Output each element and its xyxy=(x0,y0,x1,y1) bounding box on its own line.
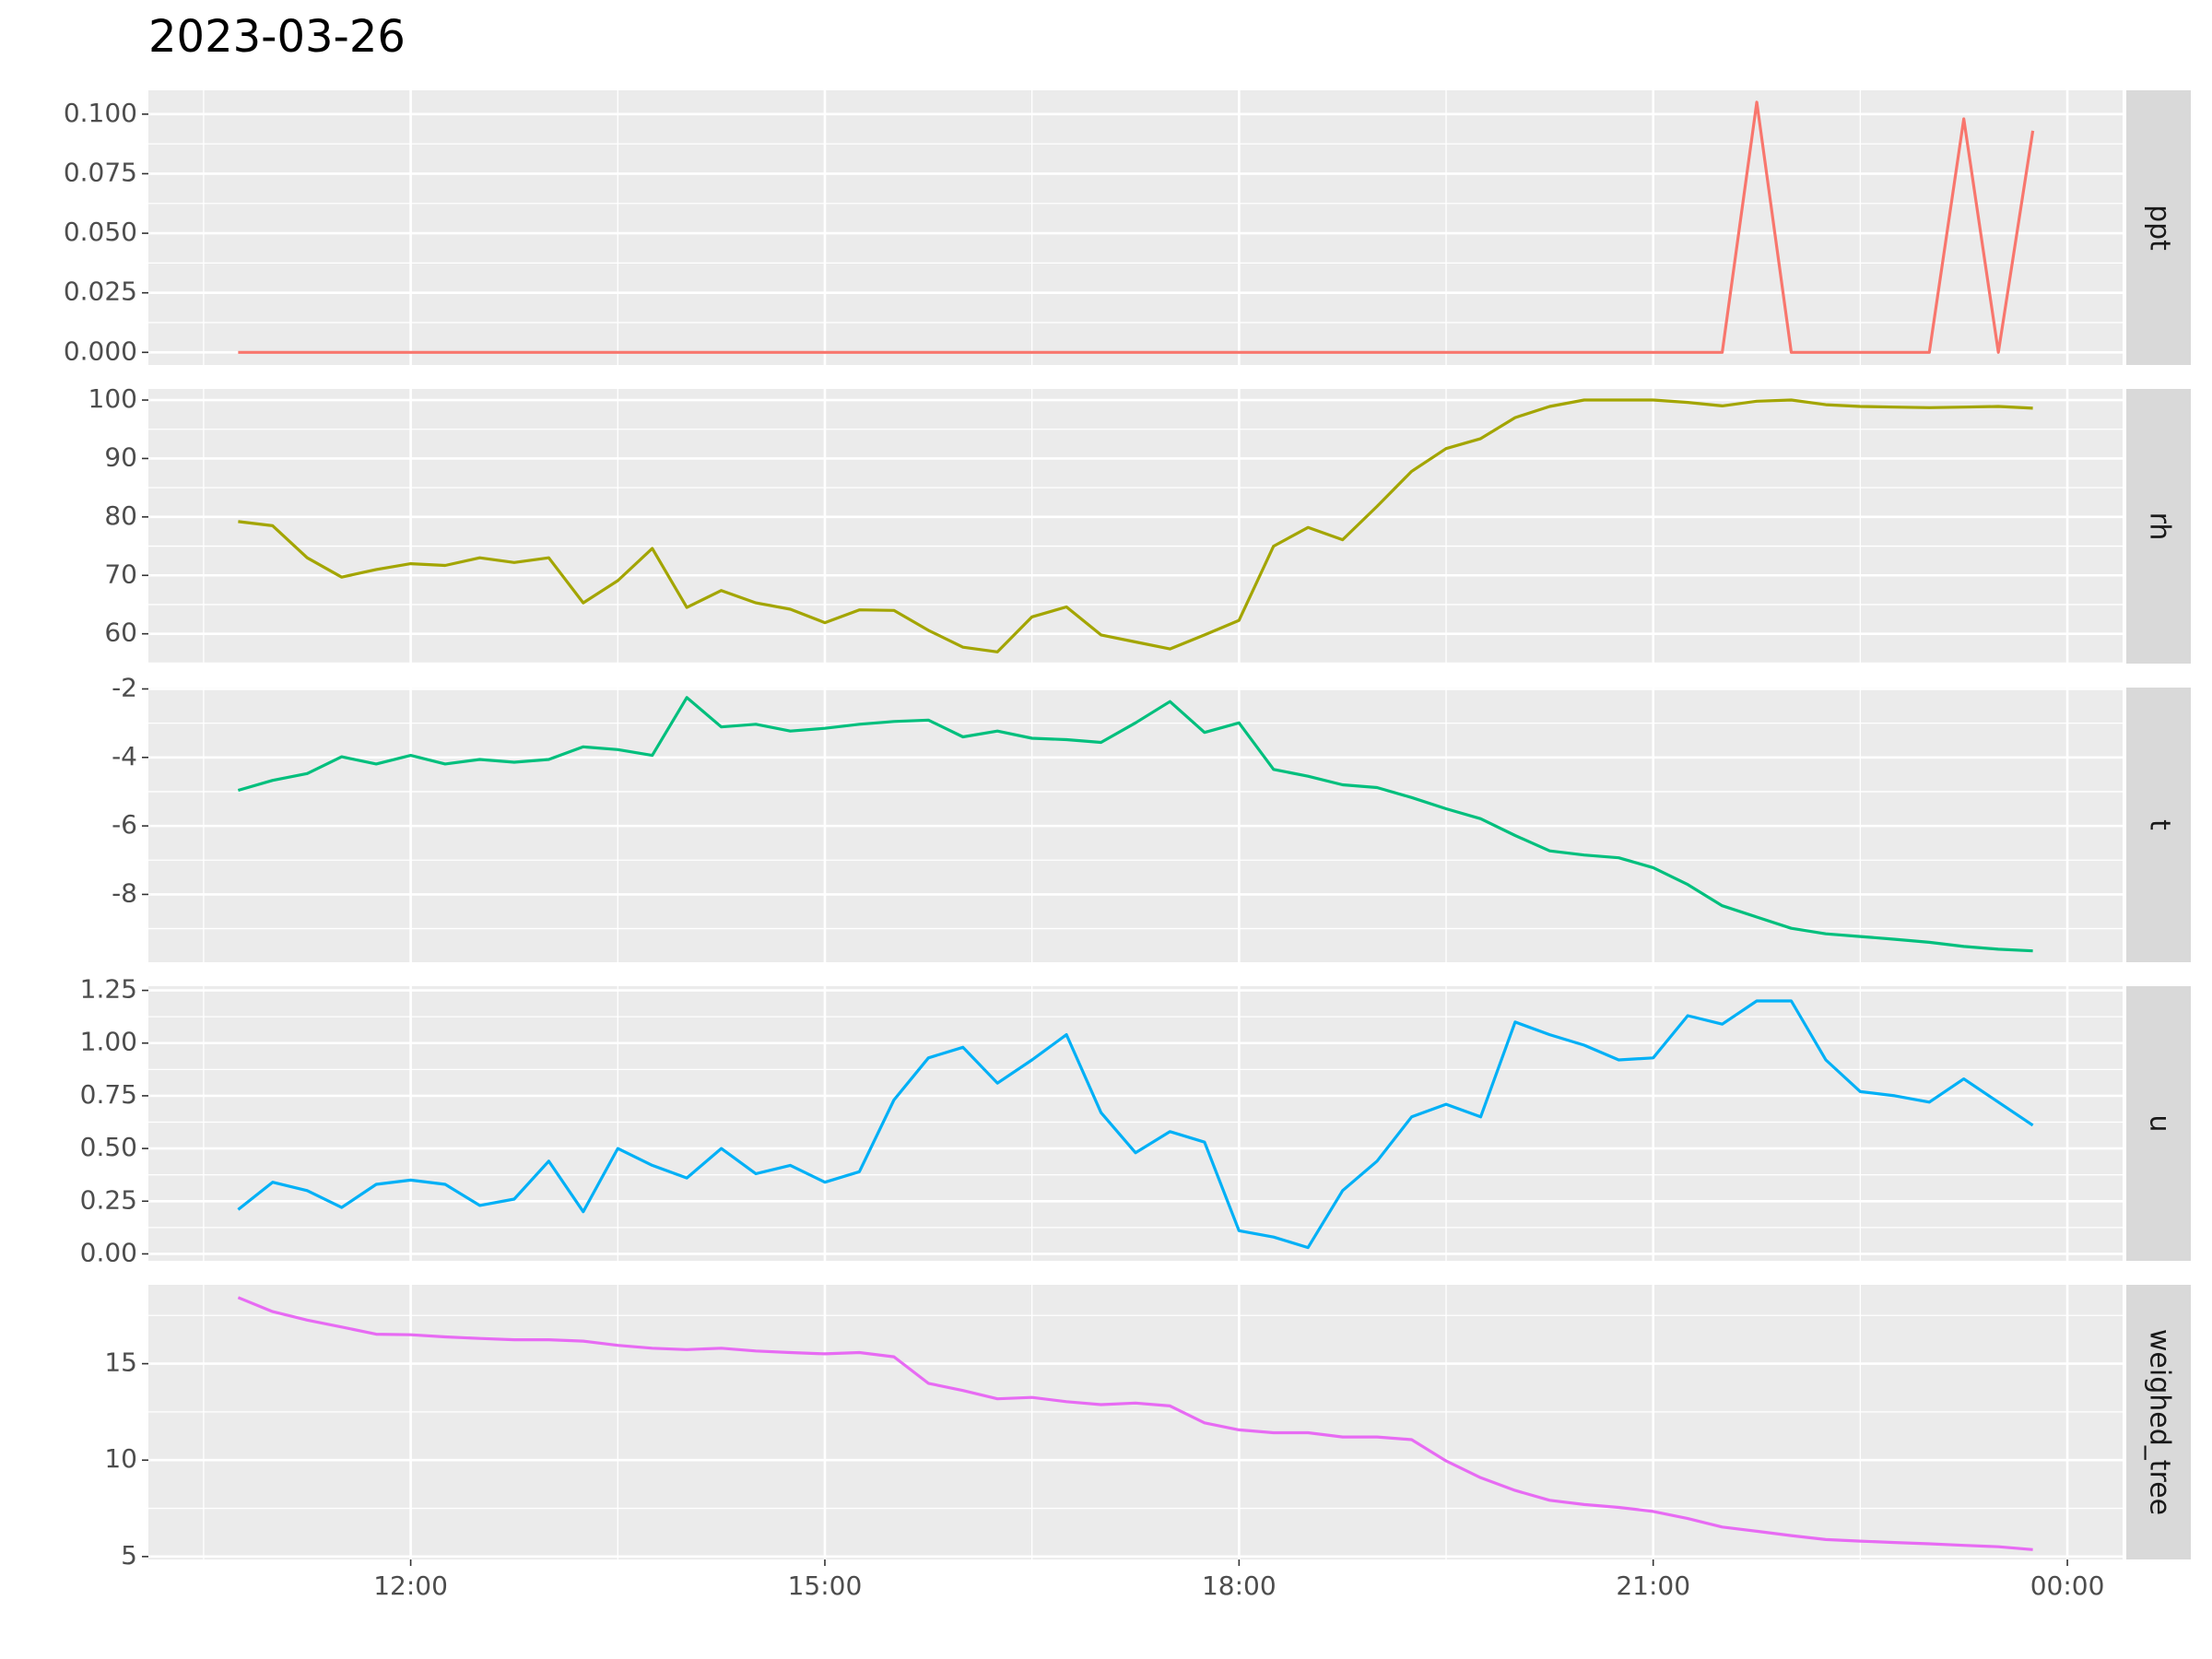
y-tick-label: 80 xyxy=(104,500,137,531)
x-tick-label: 15:00 xyxy=(788,1571,863,1601)
y-tick-label: 0.25 xyxy=(80,1184,137,1215)
strip-label: rh xyxy=(2144,512,2176,541)
series-line xyxy=(238,398,2033,653)
strip-label: weighed_tree xyxy=(2144,1329,2176,1515)
series-line xyxy=(237,696,2033,953)
y-tick-label: 5 xyxy=(121,1540,137,1571)
y-tick-label: 90 xyxy=(104,441,137,472)
y-tick-label: 0.000 xyxy=(64,335,137,366)
panel-background xyxy=(148,389,2123,664)
y-tick-label: -8 xyxy=(112,877,137,908)
y-tick-label: 100 xyxy=(88,383,137,414)
panel-background xyxy=(148,90,2123,365)
strip-background xyxy=(2126,389,2191,664)
x-tick-label: 00:00 xyxy=(2030,1571,2105,1601)
y-tick-label: 10 xyxy=(104,1443,137,1474)
y-tick-label: 60 xyxy=(104,618,137,648)
series-line xyxy=(237,999,2034,1250)
y-tick-label: 0.100 xyxy=(64,98,137,128)
strip-background xyxy=(2126,1285,2191,1559)
y-tick-label: -4 xyxy=(112,741,137,771)
strip-background xyxy=(2126,90,2191,365)
chart-title: 2023-03-26 xyxy=(148,11,406,63)
panel-background xyxy=(148,986,2123,1261)
y-tick-label: 0.075 xyxy=(64,157,137,187)
x-tick-label: 21:00 xyxy=(1616,1571,1690,1601)
strip-label: u xyxy=(2144,1114,2176,1132)
y-tick-label: 1.00 xyxy=(80,1027,137,1057)
y-tick-label: 0.00 xyxy=(80,1237,137,1267)
strip-background xyxy=(2126,688,2191,962)
x-tick-label: 12:00 xyxy=(373,1571,448,1601)
y-tick-label: -6 xyxy=(112,809,137,840)
y-tick-label: 15 xyxy=(104,1347,137,1378)
strip-label: ppt xyxy=(2144,205,2176,251)
strip-label: t xyxy=(2144,819,2176,830)
y-tick-label: 0.75 xyxy=(80,1079,137,1110)
series-line xyxy=(237,1296,2033,1551)
strip-background xyxy=(2126,986,2191,1261)
y-tick-label: 1.25 xyxy=(80,974,137,1005)
series-line xyxy=(238,100,2035,354)
y-tick-label: 70 xyxy=(104,559,137,589)
y-tick-label: 0.50 xyxy=(80,1132,137,1162)
y-tick-label: 0.025 xyxy=(64,276,137,307)
x-tick-label: 18:00 xyxy=(1202,1571,1277,1601)
y-tick-label: 0.050 xyxy=(64,217,137,247)
y-tick-label: -2 xyxy=(112,672,137,702)
panel-background xyxy=(148,1285,2123,1559)
